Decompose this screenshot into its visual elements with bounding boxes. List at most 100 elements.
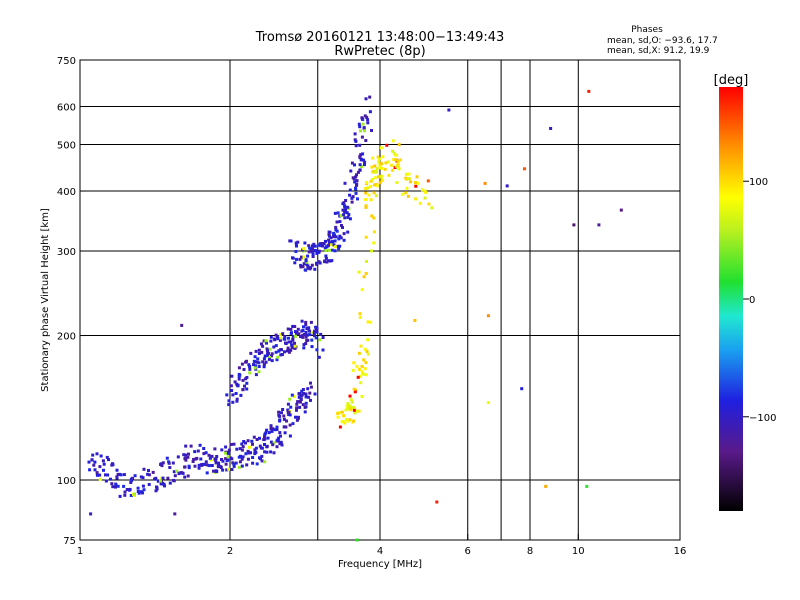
data-point	[364, 198, 368, 201]
data-point	[210, 454, 214, 458]
data-point	[104, 473, 107, 477]
data-point	[358, 168, 362, 172]
data-point	[171, 461, 175, 465]
data-point	[192, 457, 196, 461]
data-point	[336, 244, 339, 248]
data-point	[122, 484, 126, 488]
data-point	[354, 144, 358, 148]
data-point	[230, 389, 234, 392]
data-point	[184, 453, 188, 457]
data-point	[254, 446, 258, 450]
data-point	[309, 398, 312, 402]
data-point	[585, 484, 589, 488]
data-point	[314, 336, 318, 340]
data-point	[129, 481, 133, 484]
data-point	[318, 338, 322, 342]
data-point	[315, 327, 319, 330]
data-point	[359, 381, 363, 385]
data-point	[363, 114, 367, 118]
data-point	[111, 485, 115, 489]
data-point	[332, 243, 336, 247]
data-point	[141, 476, 145, 480]
data-point	[332, 231, 336, 235]
data-point	[173, 512, 177, 516]
data-point	[333, 233, 336, 237]
phase-stats-o: mean, sd,O: −93.6, 17.7	[607, 36, 718, 46]
data-point	[253, 450, 257, 454]
data-point	[379, 146, 383, 150]
data-point	[274, 333, 278, 337]
data-point	[312, 242, 316, 246]
data-point	[372, 216, 376, 220]
data-point	[374, 183, 378, 187]
data-point	[275, 445, 279, 449]
data-point	[265, 450, 269, 454]
data-point	[241, 378, 245, 382]
data-point	[95, 471, 99, 475]
data-point	[549, 127, 553, 130]
data-point	[363, 160, 367, 164]
data-point	[227, 467, 231, 471]
data-point	[343, 421, 347, 425]
data-point	[379, 161, 383, 165]
data-point	[414, 184, 418, 188]
data-point	[202, 447, 206, 450]
data-point	[263, 436, 266, 440]
data-point	[366, 121, 370, 125]
data-point	[225, 468, 229, 472]
data-point	[287, 336, 290, 340]
data-point	[180, 471, 184, 475]
data-point	[424, 190, 428, 194]
data-point	[272, 451, 276, 455]
data-point	[183, 475, 187, 479]
data-point	[364, 373, 368, 377]
data-point	[346, 205, 350, 209]
phase-stats-x: mean, sd,X: 91.2, 19.9	[607, 46, 710, 56]
data-point	[242, 368, 246, 371]
data-point	[215, 455, 219, 458]
data-point	[230, 468, 234, 471]
data-point	[230, 374, 234, 378]
data-point	[229, 384, 233, 388]
data-point	[342, 238, 346, 242]
data-point	[353, 138, 357, 142]
data-point	[139, 490, 143, 494]
data-point	[250, 439, 254, 443]
data-point	[291, 335, 295, 339]
data-point	[371, 156, 375, 160]
data-point	[310, 338, 314, 342]
data-point	[275, 425, 279, 429]
data-point	[227, 399, 231, 403]
data-point	[272, 345, 276, 349]
data-point	[380, 179, 384, 183]
data-point	[409, 180, 413, 184]
data-point	[407, 177, 411, 181]
data-point	[334, 225, 338, 229]
data-point	[300, 255, 303, 259]
grid-lines	[80, 60, 680, 540]
data-point	[128, 487, 132, 491]
data-point	[199, 457, 203, 461]
data-point	[187, 466, 191, 470]
data-point	[359, 157, 363, 161]
data-point	[293, 344, 297, 348]
data-point	[260, 454, 264, 458]
data-point	[306, 266, 310, 270]
data-point	[374, 170, 378, 174]
data-point	[156, 479, 160, 483]
data-point	[252, 435, 256, 439]
data-point	[283, 350, 286, 354]
data-point	[350, 161, 354, 165]
data-point	[283, 337, 287, 341]
data-point	[122, 473, 126, 477]
data-point	[371, 178, 375, 181]
data-point	[338, 425, 342, 429]
data-point	[189, 444, 193, 448]
data-point	[303, 410, 307, 414]
data-point	[321, 242, 325, 245]
data-point	[291, 256, 294, 260]
data-point	[173, 474, 177, 478]
data-point	[196, 449, 200, 453]
data-point	[291, 422, 295, 426]
y-tick-label: 100	[57, 476, 76, 487]
